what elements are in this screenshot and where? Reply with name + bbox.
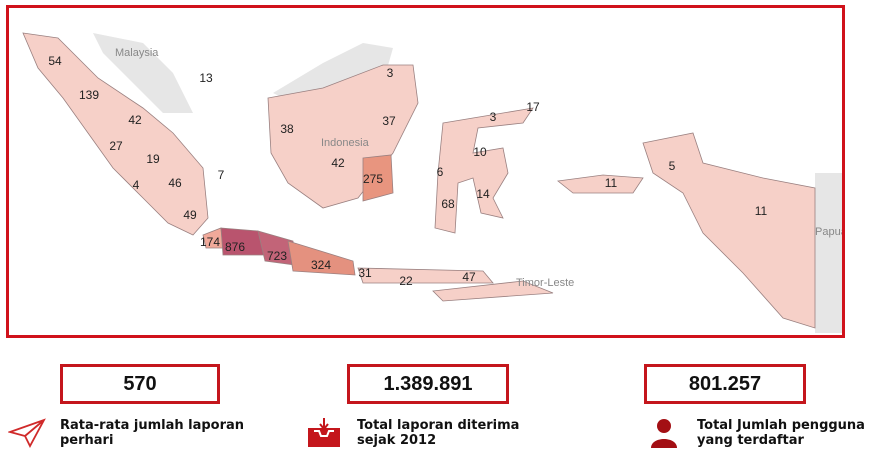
value-label: 38: [280, 122, 294, 136]
stat-label-line: perhari: [60, 433, 114, 448]
value-label: 22: [399, 274, 413, 288]
region-kalimantan-selatan[interactable]: [362, 154, 394, 202]
malaysia-peninsula: [93, 33, 193, 113]
value-label: 139: [79, 88, 99, 102]
value-label: 47: [462, 270, 476, 284]
value-label: 27: [109, 139, 123, 153]
stat-label-line: Total laporan diterima: [357, 418, 520, 433]
value-label: 723: [267, 249, 287, 263]
label-timor-leste: Timor-Leste: [516, 277, 574, 289]
region-jawa-timur[interactable]: [287, 240, 356, 276]
value-label: 54: [48, 54, 62, 68]
label-indonesia: Indonesia: [321, 137, 370, 149]
region-maluku[interactable]: [557, 174, 644, 194]
province-value-labels: 54 139 42 27 19 4 46 49 7 13 174 876 723…: [48, 54, 767, 288]
value-label: 49: [183, 208, 197, 222]
value-label: 68: [441, 197, 455, 211]
region-sulawesi[interactable]: [434, 107, 534, 234]
region-timor[interactable]: [432, 280, 554, 302]
user-icon: [651, 419, 677, 448]
stat-value: 1.389.891: [383, 372, 473, 395]
value-label: 7: [218, 168, 225, 182]
stat-label-line: yang terdaftar: [697, 433, 804, 448]
value-label: 42: [128, 113, 142, 127]
stat-box-daily-reports: 570: [60, 364, 220, 404]
value-label: 11: [755, 204, 768, 218]
indonesia-report-map[interactable]: Malaysia Indonesia Timor-Leste Papua New…: [6, 5, 845, 338]
value-label: 46: [168, 176, 182, 190]
value-label: 19: [146, 152, 160, 166]
value-label: 14: [476, 187, 490, 201]
value-label: 174: [200, 235, 220, 249]
region-nusa-tenggara[interactable]: [357, 267, 494, 284]
stat-label-line: Rata-rata jumlah laporan: [60, 418, 245, 433]
stat-box-total-users: 801.257: [644, 364, 806, 404]
stat-label-total-reports: Total laporan diterima sejak 2012: [357, 418, 519, 448]
paper-plane-icon: [8, 418, 46, 448]
value-label: 13: [199, 71, 213, 85]
value-label: 4: [133, 178, 140, 192]
value-label: 275: [363, 172, 383, 186]
stat-box-total-reports: 1.389.891: [347, 364, 509, 404]
inbox-download-icon: [308, 418, 340, 447]
value-label: 11: [605, 176, 618, 190]
stat-value: 570: [123, 372, 157, 395]
value-label: 31: [358, 266, 372, 280]
value-label: 42: [331, 156, 345, 170]
label-png: Papua New Gu: [815, 226, 842, 238]
value-label: 6: [437, 165, 444, 179]
stat-label-line: Total Jumlah pengguna: [697, 418, 865, 433]
value-label: 3: [387, 66, 394, 80]
map-svg: Malaysia Indonesia Timor-Leste Papua New…: [22, 32, 842, 333]
value-label: 37: [382, 114, 396, 128]
value-label: 5: [669, 159, 676, 173]
value-label: 324: [311, 258, 331, 272]
png: [815, 173, 842, 333]
stat-label-total-users: Total Jumlah pengguna yang terdaftar: [697, 418, 865, 448]
value-label: 10: [473, 145, 487, 159]
region-papua[interactable]: [642, 132, 816, 329]
region-kalimantan[interactable]: [267, 64, 419, 209]
region-sumatra[interactable]: [22, 32, 209, 236]
stat-label-daily-reports: Rata-rata jumlah laporan perhari: [60, 418, 244, 448]
value-label: 17: [526, 100, 540, 114]
stat-value: 801.257: [688, 372, 762, 395]
value-label: 3: [490, 110, 497, 124]
stat-label-line: sejak 2012: [357, 433, 437, 448]
value-label: 876: [225, 240, 245, 254]
label-malaysia: Malaysia: [115, 47, 159, 59]
